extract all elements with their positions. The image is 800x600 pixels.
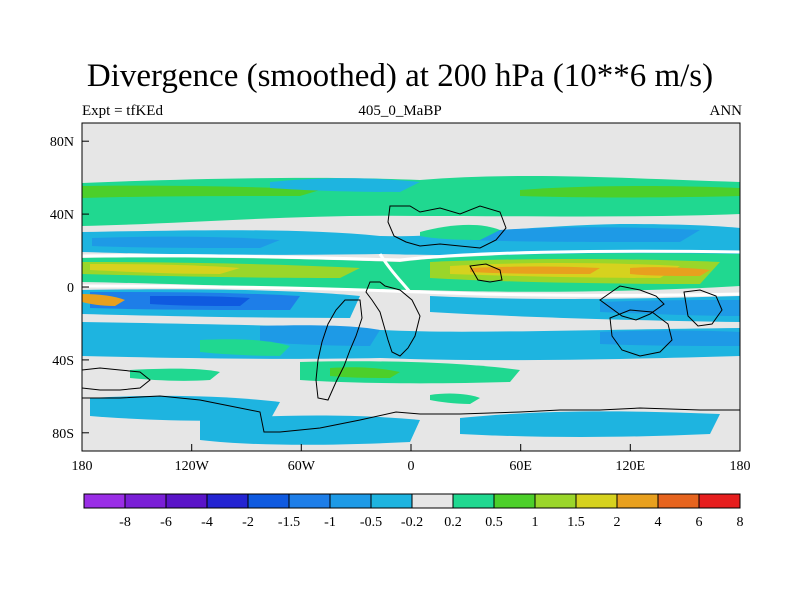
coastline-southeast-asia	[599, 285, 665, 321]
coastline-antarctica	[82, 395, 740, 433]
x-tick-label: 180	[72, 459, 93, 474]
contour-fill	[150, 296, 250, 306]
contour-fill	[600, 330, 740, 346]
coastline-australia	[609, 309, 673, 357]
colorbar-swatch	[83, 493, 126, 509]
colorbar-label: 6	[696, 515, 703, 530]
contour-fill	[330, 367, 400, 378]
colorbar-label: 2	[614, 515, 621, 530]
season-label: ANN	[709, 103, 743, 119]
x-tick-label: 120W	[175, 459, 210, 474]
coastline-patagonia	[82, 367, 151, 391]
colorbar-label: 8	[737, 515, 744, 530]
colorbar-swatch	[616, 493, 659, 509]
y-tick-label: 40N	[50, 208, 74, 223]
colorbar-swatch	[288, 493, 331, 509]
y-tick-label: 80S	[52, 427, 74, 442]
colorbar-swatch	[247, 493, 290, 509]
contour-fill	[200, 415, 420, 445]
x-tick-label: 0	[408, 459, 415, 474]
colorbar-swatch	[165, 493, 208, 509]
x-tick-marks	[81, 444, 741, 451]
x-tick-label: 180	[730, 459, 751, 474]
x-tick-label: 60E	[509, 459, 532, 474]
colorbar-swatch	[493, 493, 536, 509]
colorbar-label: -1.5	[278, 515, 300, 530]
colorbar-swatch	[657, 493, 700, 509]
y-tick-labels: 80N 40N 0 40S 80S	[50, 135, 74, 442]
contour-fill	[200, 339, 290, 356]
colorbar-swatch	[411, 493, 454, 509]
colorbar-label: -2	[242, 515, 254, 530]
y-tick-label: 80N	[50, 135, 74, 150]
colorbar-label: -4	[201, 515, 213, 530]
contour-fill	[470, 266, 600, 274]
contour-fill	[270, 178, 420, 192]
coastlines	[82, 205, 740, 433]
contour-fill	[460, 411, 720, 437]
colorbar-swatch	[329, 493, 372, 509]
coastline-indonesia	[683, 289, 723, 327]
coastline-arabia	[469, 263, 503, 283]
x-tick-labels: 180 120W 60W 0 60E 120E 180	[72, 459, 751, 474]
colorbar-swatch	[575, 493, 618, 509]
colorbar-swatch	[698, 493, 741, 509]
colorbar-label: 0.5	[485, 515, 503, 530]
coastline-south-america	[315, 299, 363, 401]
y-tick-marks	[82, 140, 89, 434]
y-tick-label: 0	[67, 281, 74, 296]
colorbar-label: -0.5	[360, 515, 382, 530]
contour-fill	[260, 325, 380, 346]
coastline-europe-asia	[387, 205, 507, 249]
contour-fill	[470, 227, 700, 242]
colorbar: -8 -6 -4 -2 -1.5 -1 -0.5 -0.2 0.2 0.5 1 1.5 2 4 6 8	[83, 493, 744, 530]
contour-fill	[430, 393, 480, 404]
contour-fill	[630, 267, 710, 276]
colorbar-label: -0.2	[401, 515, 423, 530]
contour-fill	[300, 361, 520, 384]
colorbar-label: -6	[160, 515, 172, 530]
contour-fill	[130, 368, 220, 381]
colorbar-swatch	[370, 493, 413, 509]
contour-fill	[82, 294, 125, 306]
colorbar-label: -8	[119, 515, 131, 530]
contour-fill	[92, 236, 280, 248]
y-tick-label: 40S	[52, 354, 74, 369]
contour-fill	[90, 395, 280, 421]
contour-fill	[90, 264, 240, 274]
contour-fill	[600, 300, 740, 316]
chart-title: Divergence (smoothed) at 200 hPa (10**6 …	[86, 58, 714, 94]
colorbar-swatch	[206, 493, 249, 509]
contour-fill	[420, 224, 500, 240]
colorbar-label: 1	[532, 515, 539, 530]
case-label: 405_0_MaBP	[358, 103, 442, 119]
colorbar-label: -1	[324, 515, 336, 530]
colorbar-label: 1.5	[567, 515, 585, 530]
x-tick-label: 60W	[288, 459, 316, 474]
x-tick-label: 120E	[616, 459, 646, 474]
contour-fill	[82, 185, 320, 198]
contour-fill	[520, 186, 740, 198]
colorbar-swatch	[124, 493, 167, 509]
colorbar-swatch	[452, 493, 495, 509]
coastline-africa	[365, 281, 421, 357]
zero-contours	[82, 249, 740, 297]
colorbar-label: 0.2	[444, 515, 462, 530]
experiment-label: Expt = tfKEd	[82, 103, 163, 119]
colorbar-label: 4	[655, 515, 662, 530]
colorbar-swatch	[534, 493, 577, 509]
